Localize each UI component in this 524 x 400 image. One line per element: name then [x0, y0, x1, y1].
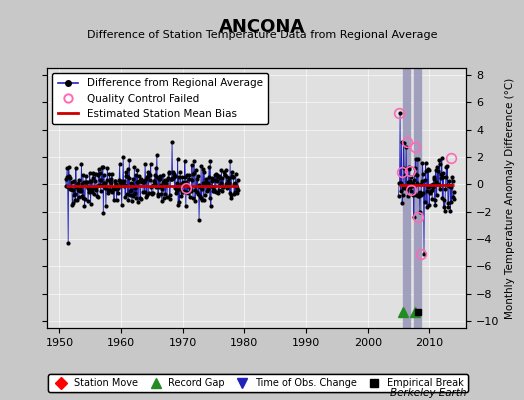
Text: Berkeley Earth: Berkeley Earth [390, 388, 466, 398]
Legend: Station Move, Record Gap, Time of Obs. Change, Empirical Break: Station Move, Record Gap, Time of Obs. C… [48, 374, 467, 392]
Text: Difference of Station Temperature Data from Regional Average: Difference of Station Temperature Data f… [87, 30, 437, 40]
Text: ANCONA: ANCONA [219, 18, 305, 36]
Y-axis label: Monthly Temperature Anomaly Difference (°C): Monthly Temperature Anomaly Difference (… [505, 77, 515, 319]
